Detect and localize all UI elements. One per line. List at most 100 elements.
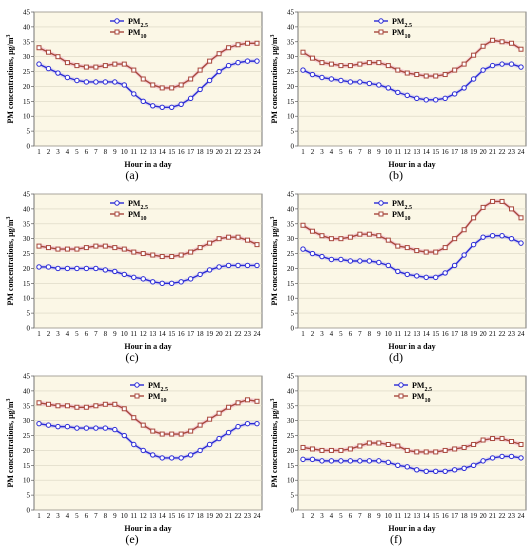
point-marker <box>74 77 80 84</box>
x-tick-label: 24 <box>254 148 262 156</box>
point-marker <box>309 456 316 463</box>
point-marker <box>159 280 165 287</box>
x-tick-label: 12 <box>140 512 148 520</box>
point-marker <box>366 60 372 66</box>
y-tick-label: 45 <box>287 373 295 381</box>
point-marker <box>207 58 213 64</box>
point-marker <box>206 441 213 448</box>
point-marker <box>216 435 222 442</box>
x-tick-label: 16 <box>442 512 450 520</box>
x-tick-label: 21 <box>489 148 497 156</box>
point-marker <box>480 43 486 49</box>
point-marker <box>159 455 165 461</box>
point-marker <box>338 256 344 263</box>
point-marker <box>112 426 118 433</box>
point-marker <box>376 458 382 464</box>
point-marker <box>93 243 99 249</box>
point-marker <box>197 271 203 278</box>
x-tick-label: 7 <box>358 512 362 520</box>
y-tick-label: 10 <box>287 295 295 303</box>
x-tick-label: 11 <box>394 148 401 156</box>
point-marker <box>74 63 80 69</box>
point-marker <box>64 246 70 252</box>
point-marker <box>508 61 515 67</box>
point-marker <box>461 465 467 472</box>
x-tick-label: 8 <box>368 330 372 338</box>
point-marker <box>499 232 505 239</box>
point-marker <box>376 440 382 446</box>
x-tick-label: 12 <box>140 148 148 156</box>
point-marker <box>244 58 251 64</box>
point-marker <box>480 204 486 210</box>
point-marker <box>338 63 344 69</box>
point-marker <box>442 95 448 102</box>
x-tick-label: 17 <box>451 148 459 156</box>
chart-panel-1: 0 5 10 15 20 25 30 35 40 45 1 2 3 4 5 6 7 8 9 10 11 12 13 14 15 1… <box>264 0 528 182</box>
point-marker <box>55 54 61 60</box>
x-tick-label: 24 <box>254 330 262 338</box>
point-marker <box>357 258 363 264</box>
y-tick-label: 15 <box>287 98 295 106</box>
x-tick-label: 18 <box>461 148 469 156</box>
point-marker <box>319 74 325 81</box>
point-marker <box>480 458 486 464</box>
x-tick-label: 4 <box>66 330 70 338</box>
point-marker <box>518 215 524 221</box>
point-marker <box>480 67 486 73</box>
point-marker <box>226 234 232 240</box>
x-tick-label: 3 <box>56 512 60 520</box>
x-tick-label: 8 <box>368 512 372 520</box>
point-marker <box>140 447 146 454</box>
point-marker <box>93 425 99 431</box>
legend-marker <box>114 29 120 35</box>
point-marker <box>150 103 156 109</box>
y-tick-label: 25 <box>287 68 295 76</box>
x-tick-label: 14 <box>423 512 431 520</box>
x-tick-label: 2 <box>311 330 315 338</box>
legend-label: PM2.5 <box>148 381 168 393</box>
x-tick-label: 24 <box>518 330 526 338</box>
y-tick-label: 35 <box>23 220 31 228</box>
point-marker <box>254 262 260 269</box>
y-tick-label: 40 <box>287 23 295 31</box>
x-tick-label: 2 <box>47 330 51 338</box>
y-tick-label: 0 <box>27 507 31 515</box>
point-marker <box>451 91 458 97</box>
point-marker <box>64 60 70 66</box>
point-marker <box>366 440 372 446</box>
x-tick-label: 7 <box>358 148 362 156</box>
x-tick-label: 13 <box>149 512 157 520</box>
point-marker <box>159 431 165 437</box>
point-marker <box>254 58 260 64</box>
x-tick-label: 20 <box>480 148 488 156</box>
point-marker <box>452 67 458 73</box>
x-tick-label: 24 <box>254 512 262 520</box>
point-marker <box>168 455 175 461</box>
y-tick-label: 45 <box>287 9 295 17</box>
legend-marker <box>134 393 140 399</box>
point-marker <box>254 420 260 427</box>
point-marker <box>83 425 90 431</box>
point-marker <box>319 458 325 464</box>
point-marker <box>235 234 241 240</box>
x-tick-label: 19 <box>206 148 214 156</box>
x-tick-label: 6 <box>349 148 353 156</box>
point-marker <box>395 443 401 449</box>
x-tick-label: 6 <box>349 512 353 520</box>
x-tick-label: 23 <box>508 148 516 156</box>
point-marker <box>309 250 316 257</box>
point-marker <box>518 240 524 246</box>
legend-label: PM10 <box>128 210 146 222</box>
y-tick-label: 45 <box>23 9 31 17</box>
x-tick-label: 16 <box>442 330 450 338</box>
point-marker <box>169 431 175 437</box>
point-marker <box>150 252 156 258</box>
legend-label: PM10 <box>392 28 410 40</box>
point-marker <box>518 46 524 52</box>
point-marker <box>309 446 315 452</box>
y-tick-label: 10 <box>23 477 31 485</box>
point-marker <box>55 403 61 409</box>
x-tick-label: 18 <box>461 330 469 338</box>
